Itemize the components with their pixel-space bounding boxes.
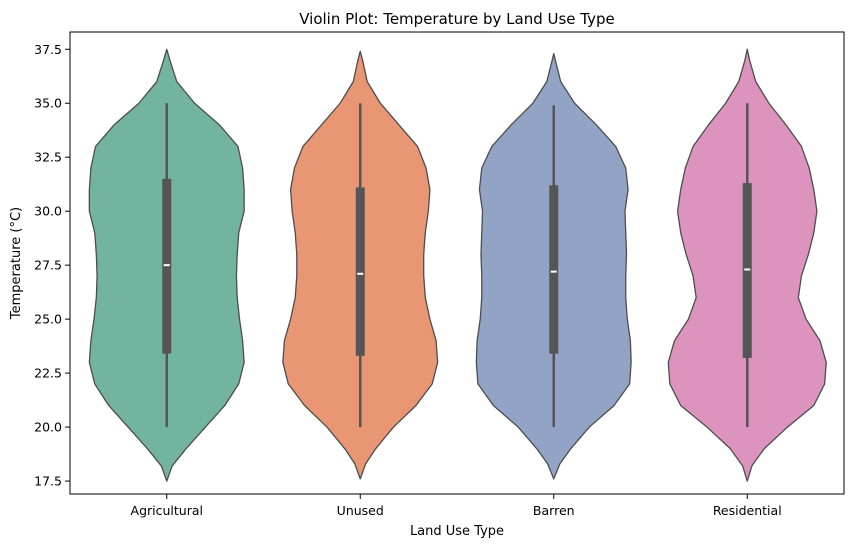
- violin-residential: [667, 48, 827, 482]
- chart-title: Violin Plot: Temperature by Land Use Typ…: [299, 10, 615, 28]
- violin-iqr-box: [742, 183, 752, 358]
- y-tick-label: 32.5: [34, 150, 62, 165]
- violin-unused: [282, 50, 439, 480]
- x-tick-label: Residential: [713, 503, 782, 518]
- y-tick-label: 22.5: [34, 366, 62, 381]
- y-tick-label: 35.0: [34, 96, 62, 111]
- y-tick-label: 20.0: [34, 420, 62, 435]
- y-axis: 17.5 20.0 22.5 25.0 27.5 30.0 32.5 35.0 37.5: [34, 42, 70, 489]
- y-axis-label: Temperature (°C): [9, 207, 24, 320]
- plot-area-frame: [69, 31, 845, 495]
- y-tick-label: 30.0: [34, 204, 62, 219]
- violin-iqr-box: [549, 185, 559, 354]
- x-tick-label: Barren: [533, 503, 575, 518]
- y-tick-label: 17.5: [34, 474, 62, 489]
- x-tick-label: Unused: [337, 503, 384, 518]
- x-axis: Agricultural Unused Barren Residential: [131, 494, 782, 518]
- violin-iqr-box: [162, 178, 172, 354]
- y-tick-label: 25.0: [34, 312, 62, 327]
- x-axis-label: Land Use Type: [410, 524, 504, 539]
- violin-barren: [475, 52, 632, 480]
- violin-agricultural: [88, 48, 245, 482]
- y-tick-label: 37.5: [34, 42, 62, 57]
- x-tick-label: Agricultural: [131, 503, 203, 518]
- y-tick-label: 27.5: [34, 258, 62, 273]
- violin-iqr-box: [355, 187, 365, 356]
